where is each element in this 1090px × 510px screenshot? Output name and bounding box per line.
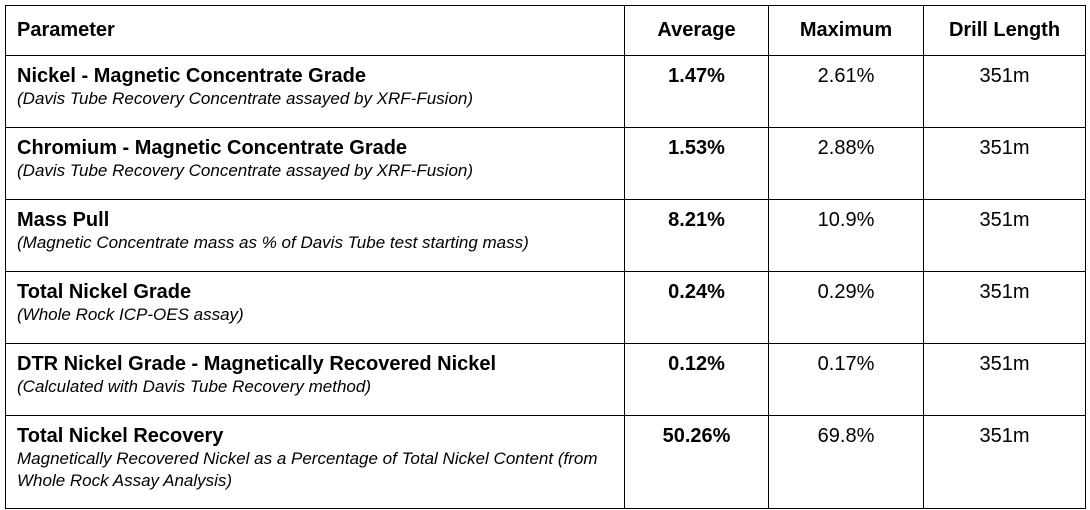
header-drill-length: Drill Length [923, 5, 1086, 56]
parameter-cell: Chromium - Magnetic Concentrate Grade (D… [5, 127, 625, 200]
parameter-cell: DTR Nickel Grade - Magnetically Recovere… [5, 343, 625, 416]
average-value: 1.47% [624, 55, 769, 128]
maximum-value: 69.8% [768, 415, 924, 509]
maximum-value: 2.88% [768, 127, 924, 200]
parameter-cell: Mass Pull (Magnetic Concentrate mass as … [5, 199, 625, 272]
parameter-name: Chromium - Magnetic Concentrate Grade [17, 137, 408, 159]
header-maximum: Maximum [768, 5, 924, 56]
drill-length-value: 351m [923, 271, 1086, 344]
parameter-note: (Magnetic Concentrate mass as % of Davis… [17, 233, 529, 252]
average-value: 8.21% [624, 199, 769, 272]
parameter-note: (Davis Tube Recovery Concentrate assayed… [17, 161, 474, 180]
parameter-note: Magnetically Recovered Nickel as a Perce… [17, 449, 598, 490]
average-value: 1.53% [624, 127, 769, 200]
average-value: 50.26% [624, 415, 769, 509]
drill-length-value: 351m [923, 127, 1086, 200]
table-row: Total Nickel Grade (Whole Rock ICP-OES a… [5, 271, 1086, 344]
parameter-name: DTR Nickel Grade - Magnetically Recovere… [17, 353, 497, 375]
header-parameter: Parameter [5, 5, 625, 56]
table-row: Nickel - Magnetic Concentrate Grade (Dav… [5, 55, 1086, 128]
drill-length-value: 351m [923, 55, 1086, 128]
parameter-cell: Nickel - Magnetic Concentrate Grade (Dav… [5, 55, 625, 128]
average-value: 0.24% [624, 271, 769, 344]
header-row: Parameter Average Maximum Drill Length [5, 5, 1086, 56]
drill-length-value: 351m [923, 343, 1086, 416]
parameter-name: Nickel - Magnetic Concentrate Grade [17, 65, 366, 87]
table-row: Total Nickel Recovery Magnetically Recov… [5, 415, 1086, 509]
average-value: 0.12% [624, 343, 769, 416]
parameter-cell: Total Nickel Grade (Whole Rock ICP-OES a… [5, 271, 625, 344]
parameter-note: (Davis Tube Recovery Concentrate assayed… [17, 89, 474, 108]
parameter-cell: Total Nickel Recovery Magnetically Recov… [5, 415, 625, 509]
parameter-note: (Calculated with Davis Tube Recovery met… [17, 377, 371, 396]
parameter-name: Total Nickel Recovery [17, 425, 224, 447]
maximum-value: 0.29% [768, 271, 924, 344]
maximum-value: 10.9% [768, 199, 924, 272]
drill-length-value: 351m [923, 199, 1086, 272]
parameter-note: (Whole Rock ICP-OES assay) [17, 305, 244, 324]
parameter-name: Total Nickel Grade [17, 281, 192, 303]
parameter-name: Mass Pull [17, 209, 110, 231]
table-row: DTR Nickel Grade - Magnetically Recovere… [5, 343, 1086, 416]
maximum-value: 0.17% [768, 343, 924, 416]
results-table: Parameter Average Maximum Drill Length N… [5, 5, 1086, 509]
drill-length-value: 351m [923, 415, 1086, 509]
table-row: Chromium - Magnetic Concentrate Grade (D… [5, 127, 1086, 200]
table-row: Mass Pull (Magnetic Concentrate mass as … [5, 199, 1086, 272]
header-average: Average [624, 5, 769, 56]
maximum-value: 2.61% [768, 55, 924, 128]
